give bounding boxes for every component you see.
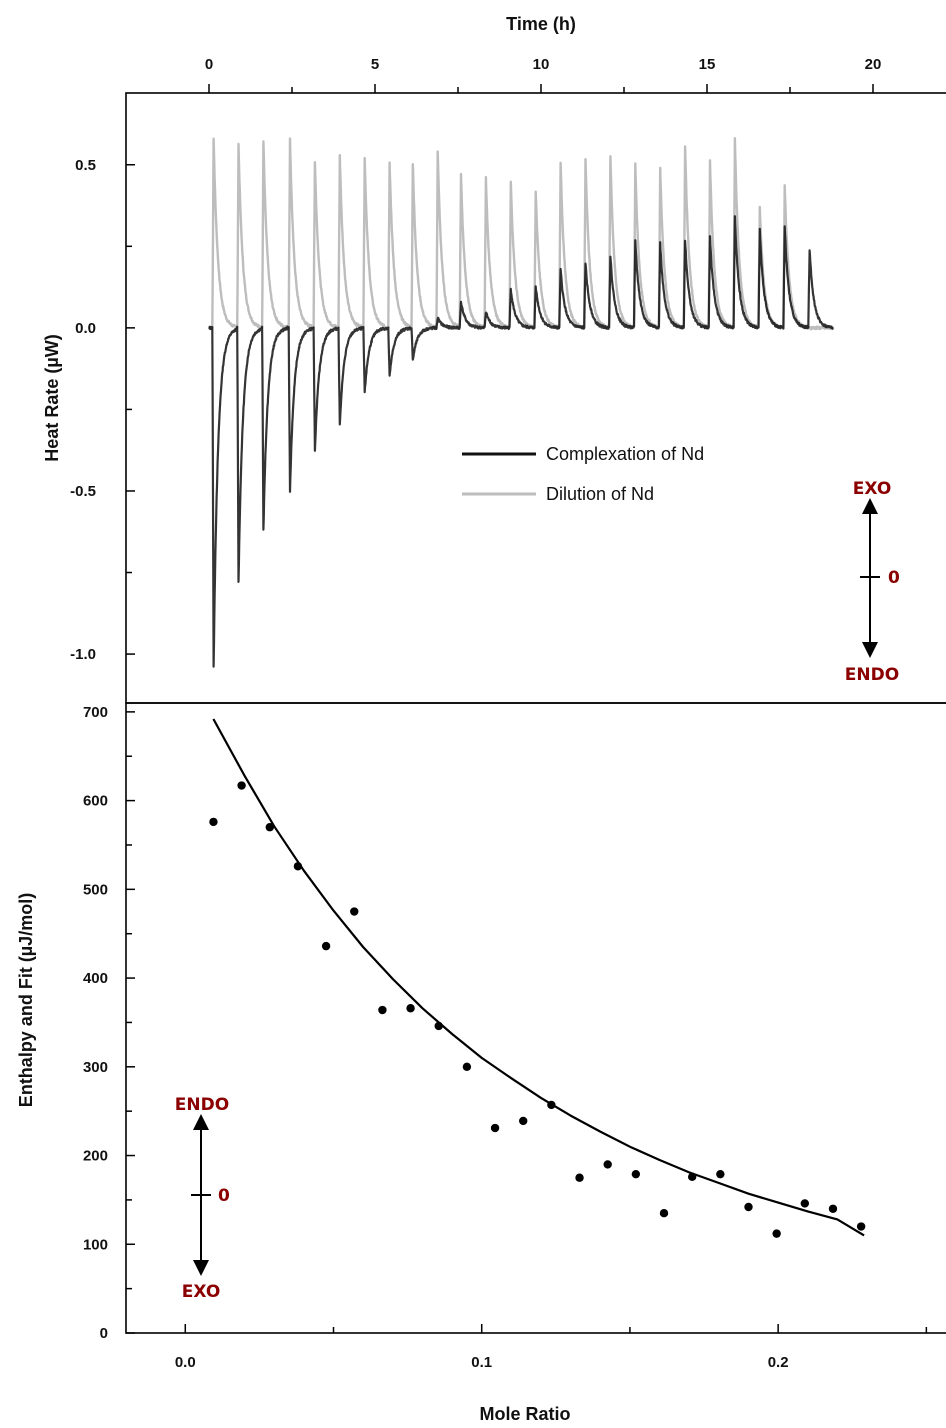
bottom-x-tick-label: 0.2 [768,1354,789,1371]
top-y-tick-label: -0.5 [70,483,96,500]
bottom-axis-ticks: 0.0 0.1 0.2 0 100 200 300 400 500 600 700 [83,704,928,1371]
top-x-tick-label: 20 [865,56,882,73]
bottom-y-tick-label: 200 [83,1148,108,1165]
top-indicator-endo-label: ENDO [845,665,899,685]
enthalpy-data-point [237,781,246,790]
enthalpy-data-point [490,1123,500,1133]
enthalpy-data-point [434,1021,443,1031]
enthalpy-data-point [744,1202,753,1212]
bottom-x-tick-label: 0.0 [175,1354,196,1371]
enthalpy-data-point [575,1173,584,1182]
legend: Complexation of Nd Dilution of Nd [462,444,704,504]
bottom-x-axis-title: Mole Ratio [479,1404,570,1424]
top-y-tick-label: 0.5 [75,157,96,174]
legend-label-dilution: Dilution of Nd [546,484,654,504]
bottom-y-tick-label: 100 [83,1236,108,1253]
enthalpy-data-point [462,1062,472,1072]
top-series-group [208,137,834,668]
enthalpy-panel: 0.0 0.1 0.2 0 100 200 300 400 500 600 700 Mole Rat… [16,702,946,1424]
enthalpy-data-point [519,1116,528,1126]
legend-label-complexation: Complexation of Nd [546,444,704,464]
bottom-indicator-endo-label: ENDO [175,1095,229,1115]
bottom-y-tick-label: 400 [83,970,108,987]
top-x-tick-label: 5 [371,56,379,73]
top-indicator-zero-label: 0 [888,568,900,588]
top-direction-indicator: EXO 0 ENDO [845,479,900,685]
enthalpy-data-point [350,907,359,916]
bottom-y-axis-title: Enthalpy and Fit (µJ/mol) [16,893,36,1107]
top-x-tick-label: 0 [205,56,213,73]
top-x-axis-title: Time (h) [506,14,576,34]
top-axis-ticks: 0 5 10 15 20 -1.0 -0.5 0.0 0.5 [70,56,882,663]
series-dilution-of-nd [208,137,834,331]
heat-rate-panel: 0 5 10 15 20 -1.0 -0.5 0.0 0.5 Time (h) Heat Rat… [42,14,946,704]
enthalpy-data-point [209,817,218,827]
enthalpy-data-point [687,1172,697,1182]
enthalpy-data-point [772,1229,781,1238]
enthalpy-data-point [716,1169,725,1179]
top-y-tick-label: -1.0 [70,646,96,663]
enthalpy-data-point [828,1204,838,1213]
enthalpy-data-point [293,862,303,871]
enthalpy-data-point [659,1209,669,1218]
enthalpy-data-point [265,823,274,832]
top-x-tick-label: 15 [699,56,716,73]
bottom-series-group [209,718,866,1238]
bottom-indicator-zero-label: 0 [218,1186,230,1206]
enthalpy-data-point [800,1199,810,1208]
enthalpy-data-point [603,1160,612,1169]
top-indicator-exo-label: EXO [853,479,892,499]
top-y-axis-title: Heat Rate (µW) [42,334,62,461]
enthalpy-data-point [547,1100,556,1110]
bottom-y-tick-label: 700 [83,704,108,721]
bottom-plot-frame [125,702,946,1334]
fit-curve [212,718,865,1237]
top-plot-frame [125,92,946,704]
bottom-y-tick-label: 0 [100,1325,108,1342]
top-y-tick-label: 0.0 [75,320,96,337]
bottom-direction-indicator: ENDO 0 EXO [175,1095,230,1302]
bottom-indicator-exo-label: EXO [182,1282,221,1302]
bottom-x-tick-label: 0.1 [471,1354,492,1371]
bottom-y-tick-label: 300 [83,1059,108,1076]
top-x-tick-label: 10 [533,56,550,73]
bottom-y-tick-label: 500 [83,881,108,898]
enthalpy-data-point [856,1222,866,1231]
enthalpy-data-point [378,1005,387,1015]
bottom-y-tick-label: 600 [83,793,108,810]
enthalpy-data-point [406,1004,415,1013]
series-complexation-of-nd [208,215,834,668]
enthalpy-data-point [631,1169,641,1179]
enthalpy-data-point [321,941,331,951]
